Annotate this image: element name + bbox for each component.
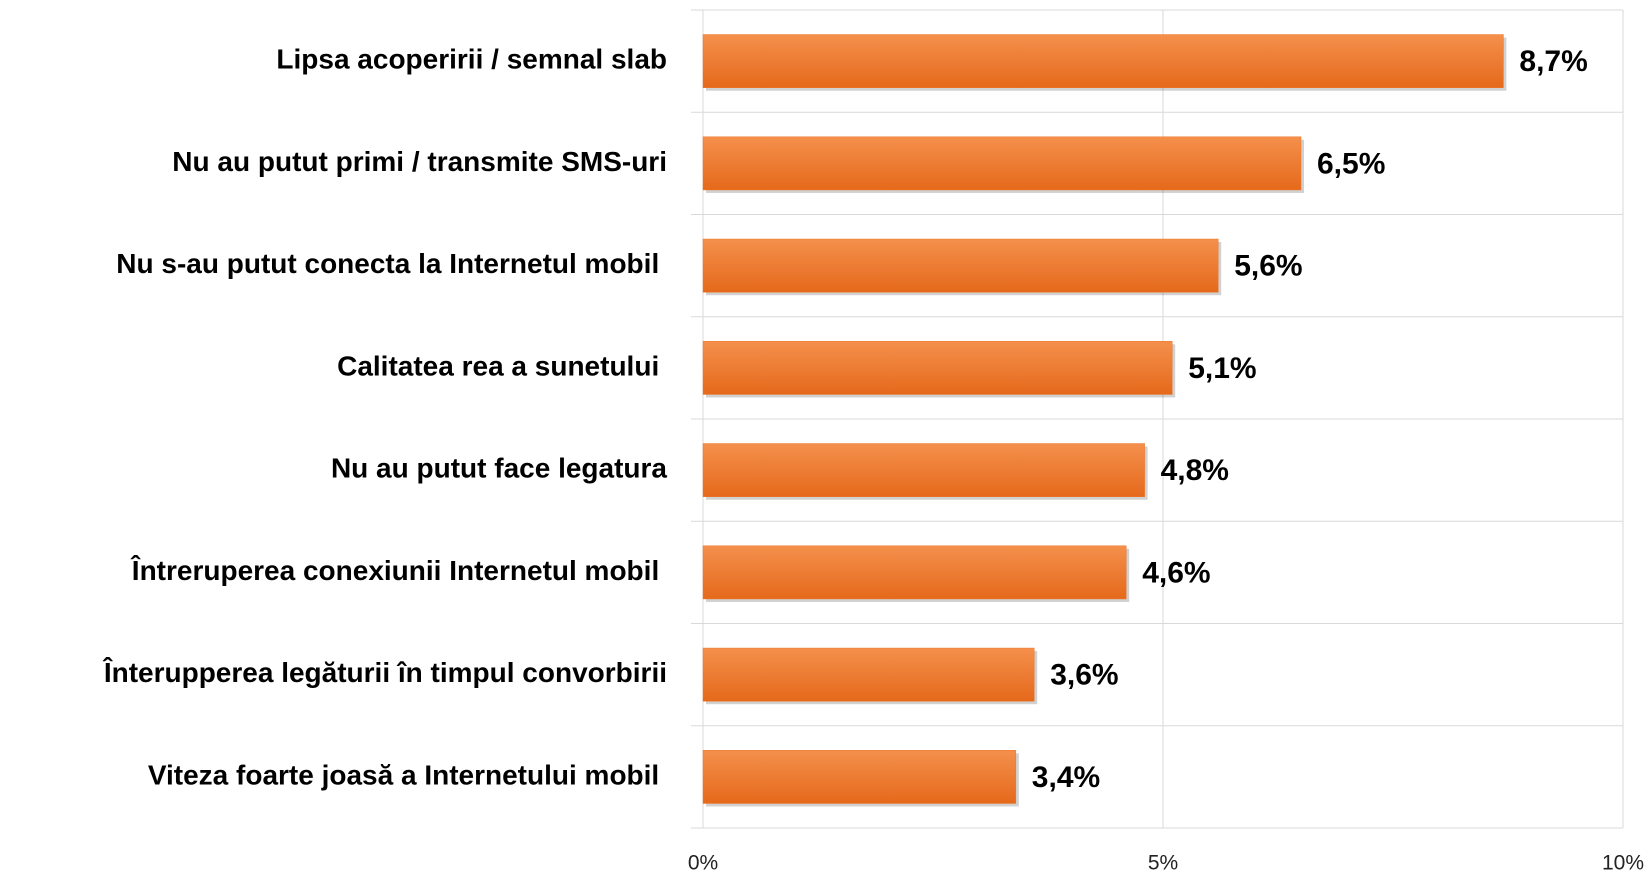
y-tick-label: Nu au putut primi / transmite SMS-uri xyxy=(172,146,667,177)
value-label: 8,7% xyxy=(1519,45,1587,78)
y-tick-label: Întreruperea conexiunii Internetul mobil xyxy=(130,555,667,586)
bar xyxy=(702,443,1145,497)
x-tick-label: 10% xyxy=(1602,852,1644,873)
y-tick-label: Lipsa acoperirii / semnal slab xyxy=(276,44,667,75)
value-label: 5,6% xyxy=(1234,250,1302,283)
x-tick-label: 5% xyxy=(1148,852,1178,873)
y-tick-label: Înterupperea legăturii în timpul convorb… xyxy=(102,657,667,688)
bar xyxy=(702,750,1017,804)
bar xyxy=(702,34,1504,88)
value-label: 3,4% xyxy=(1032,761,1100,794)
value-label: 5,1% xyxy=(1188,352,1256,385)
bar xyxy=(702,545,1127,600)
bar xyxy=(702,136,1302,191)
x-tick-label: 0% xyxy=(688,852,718,873)
bar xyxy=(702,341,1173,395)
value-label: 4,6% xyxy=(1142,556,1210,589)
value-label: 4,8% xyxy=(1161,454,1229,487)
bar xyxy=(702,647,1035,702)
value-label: 6,5% xyxy=(1317,147,1385,180)
y-tick-label: Calitatea rea a sunetului xyxy=(337,350,667,381)
y-tick-label: Nu au putut face legatura xyxy=(331,453,667,484)
bar xyxy=(702,238,1219,293)
y-tick-label: Viteza foarte joasă a Internetului mobil xyxy=(148,759,667,790)
value-label: 3,6% xyxy=(1050,659,1118,692)
y-tick-label: Nu s-au putut conecta la Internetul mobi… xyxy=(116,248,667,279)
